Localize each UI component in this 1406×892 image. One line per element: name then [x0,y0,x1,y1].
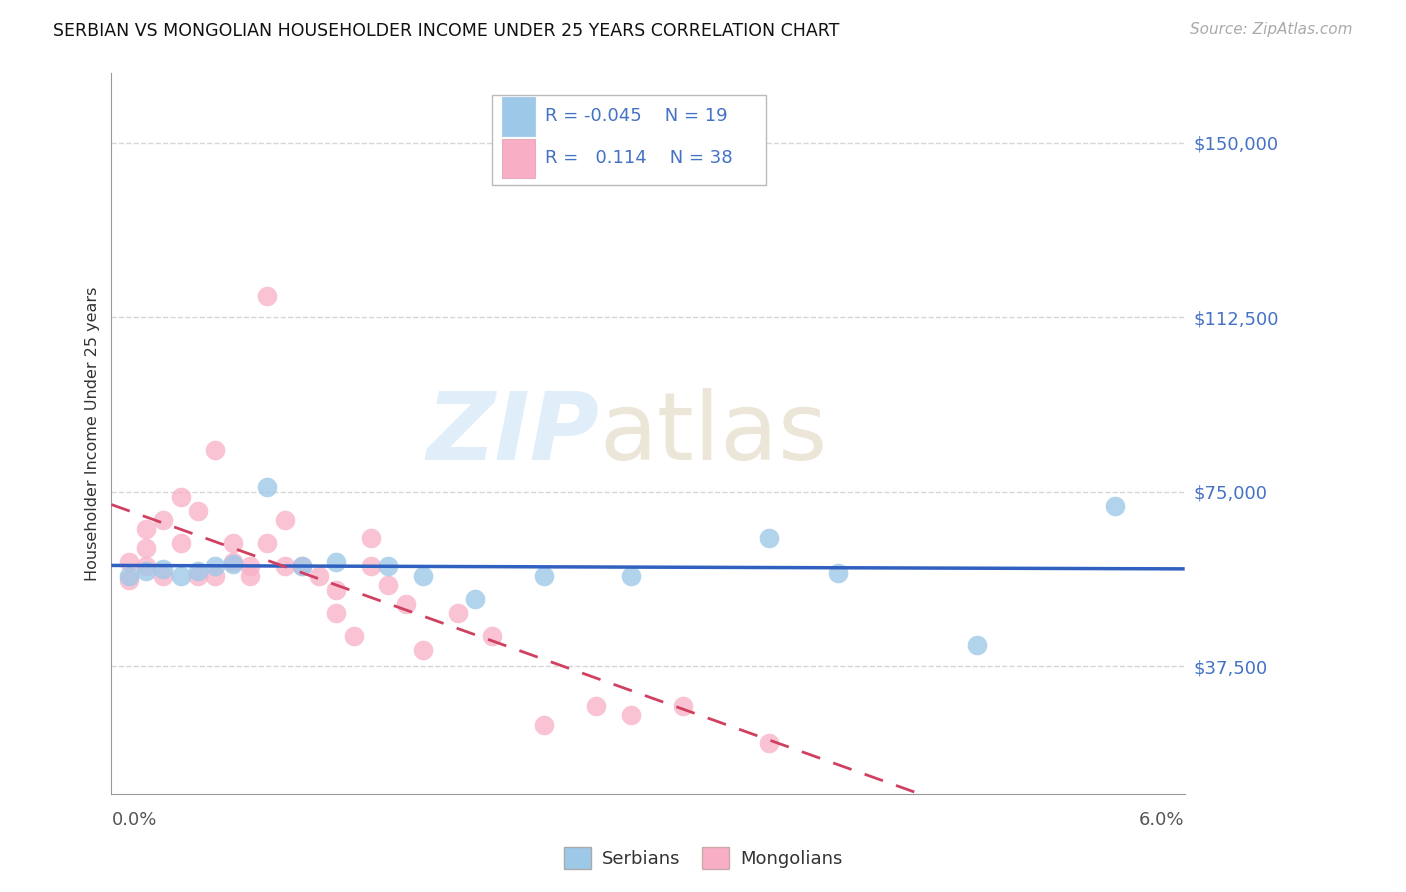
Point [135,541,157,555]
Text: 0.0%: 0.0% [111,811,157,829]
Point [291,559,314,574]
Point [308,568,330,582]
Point [325,555,347,569]
Point [118,555,141,569]
Point [1104,499,1126,513]
Point [256,536,278,550]
Point [256,480,278,494]
Point [481,629,503,643]
Point [412,568,434,582]
Point [377,578,399,592]
Text: 6.0%: 6.0% [1139,811,1185,829]
Point [464,591,486,606]
Point [585,698,607,713]
Point [169,536,191,550]
Point [135,559,157,574]
Point [221,555,243,569]
Point [533,717,555,731]
Text: ZIP: ZIP [427,388,600,480]
Point [446,606,468,620]
Point [256,289,278,303]
Point [273,559,295,574]
FancyBboxPatch shape [502,139,536,178]
Point [758,532,780,546]
Point [204,568,226,582]
Point [204,559,226,574]
Point [221,557,243,571]
Point [169,568,191,582]
Point [672,698,695,713]
Text: atlas: atlas [600,388,828,480]
Point [395,597,418,611]
Point [152,568,174,582]
Point [118,574,141,588]
Point [135,564,157,578]
Point [169,490,191,504]
Point [152,513,174,527]
Point [221,536,243,550]
Point [118,568,141,582]
FancyBboxPatch shape [502,96,536,136]
Text: R = -0.045    N = 19: R = -0.045 N = 19 [546,107,728,125]
FancyBboxPatch shape [492,95,766,185]
Point [152,562,174,576]
Point [343,629,366,643]
Text: R =   0.114    N = 38: R = 0.114 N = 38 [546,150,733,168]
Point [620,708,643,723]
Text: Source: ZipAtlas.com: Source: ZipAtlas.com [1189,22,1353,37]
Point [204,442,226,457]
Point [239,559,262,574]
Point [620,568,643,582]
Point [239,568,262,582]
Point [827,566,849,581]
Point [533,568,555,582]
Point [291,559,314,574]
Legend: Serbians, Mongolians: Serbians, Mongolians [557,839,849,876]
Text: SERBIAN VS MONGOLIAN HOUSEHOLDER INCOME UNDER 25 YEARS CORRELATION CHART: SERBIAN VS MONGOLIAN HOUSEHOLDER INCOME … [53,22,839,40]
Point [377,559,399,574]
Point [966,639,988,653]
Point [273,513,295,527]
Point [187,568,209,582]
Point [325,582,347,597]
Y-axis label: Householder Income Under 25 years: Householder Income Under 25 years [86,286,100,581]
Point [412,643,434,657]
Point [187,564,209,578]
Point [758,736,780,750]
Point [360,559,382,574]
Point [325,606,347,620]
Point [360,532,382,546]
Point [135,522,157,536]
Point [187,503,209,517]
